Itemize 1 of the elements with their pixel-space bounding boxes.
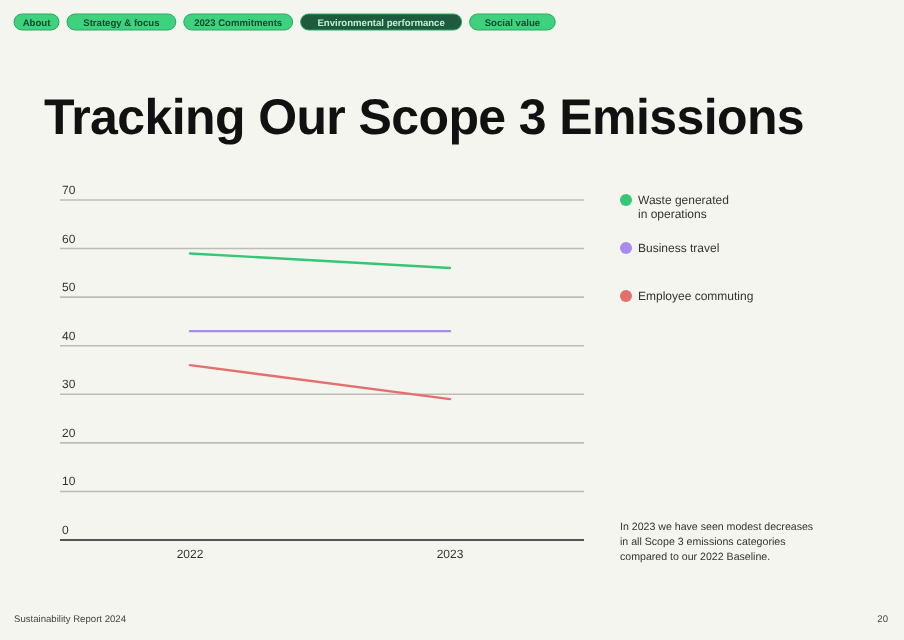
- chart-title: Tracking Our Scope 3 Emissions: [44, 90, 805, 146]
